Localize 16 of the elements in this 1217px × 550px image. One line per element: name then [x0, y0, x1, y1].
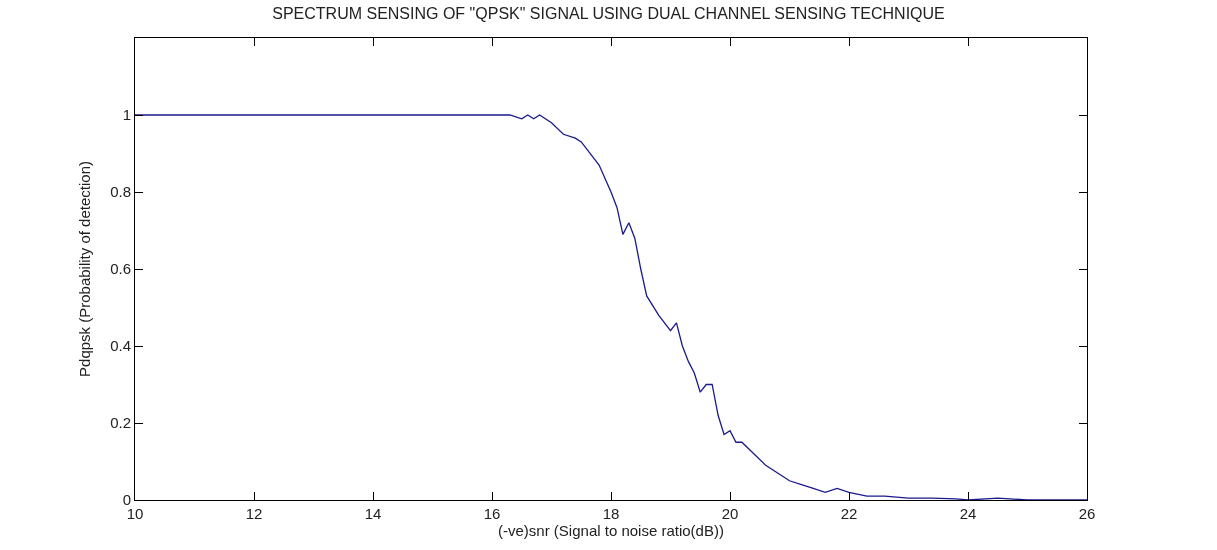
chart-title: SPECTRUM SENSING OF "QPSK" SIGNAL USING DUAL CHANNEL SENSING TECHNIQUE: [272, 5, 945, 23]
y-tick-label: 0.2: [110, 414, 131, 432]
y-axis-title: Pdqpsk (Probability of detection): [76, 161, 94, 377]
x-tick-label: 12: [245, 505, 263, 522]
x-tick-label: 16: [483, 505, 501, 522]
x-axis-title: (-ve)snr (Signal to noise ratio(dB)): [498, 522, 724, 539]
x-tick-label: 22: [840, 505, 858, 522]
y-tick-label: 1: [122, 106, 131, 124]
x-tick-label: 26: [1078, 505, 1096, 522]
y-tick-label: 0.8: [110, 183, 131, 201]
x-tick-label: 24: [959, 505, 977, 522]
x-tick-label: 18: [602, 505, 620, 522]
x-tick-label: 14: [364, 505, 382, 522]
y-tick-label: 0.6: [110, 260, 131, 278]
x-tick-label: 20: [721, 505, 739, 522]
y-tick-label: 0.4: [110, 337, 131, 355]
